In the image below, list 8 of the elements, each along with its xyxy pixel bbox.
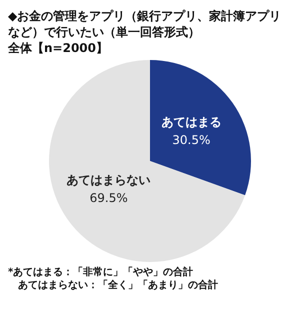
text: あてはまらない：「全く」「あまり」の合計 <box>17 279 219 292</box>
text: *あてはまる：「非常に」「やや」の合計 <box>8 266 194 279</box>
chart-subtitle: 全体【n=2000】 <box>8 40 109 56</box>
slice-label: あてはまらない <box>66 173 151 188</box>
data-label: 69.5% <box>90 191 128 206</box>
data-label: 30.5% <box>172 133 210 148</box>
chart-title: ◆お金の管理をアプリ（銀行アプリ、家計簿アプリなど）で行いたい（単一回答形式） <box>8 8 282 40</box>
slice-label: あてはまる <box>161 115 222 130</box>
